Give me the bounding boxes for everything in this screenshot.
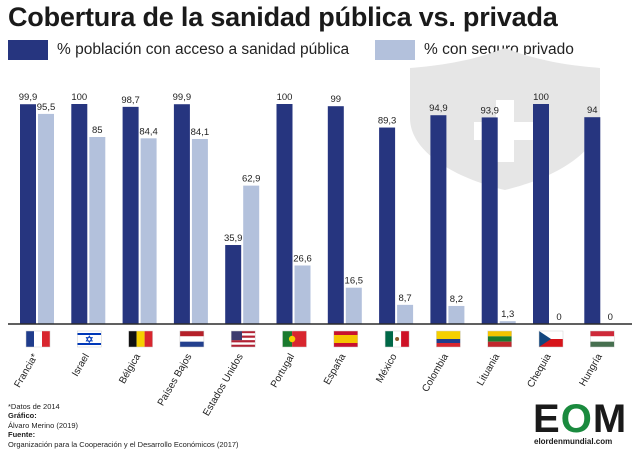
data-label: 16,5	[345, 276, 364, 287]
data-label: 99,9	[173, 92, 192, 103]
belgium-flag-icon	[128, 330, 153, 348]
data-label: 94,9	[429, 103, 448, 114]
data-label: 8,7	[398, 293, 411, 304]
bar-private	[397, 304, 414, 324]
data-label: 8,2	[450, 294, 463, 305]
x-tick-label: Portugal	[269, 352, 297, 390]
x-tick-label: Lituania	[475, 352, 502, 388]
x-tick-label: España	[322, 352, 349, 387]
plus-icon	[474, 100, 536, 162]
logo-letter-o: O	[560, 397, 593, 441]
x-tick-label: Hungría	[578, 352, 606, 389]
data-label: 100	[71, 92, 87, 103]
data-label: 84,4	[139, 126, 158, 137]
israel-flag-icon	[77, 330, 102, 348]
colombia-flag-icon	[436, 330, 461, 348]
bar-public	[430, 115, 447, 324]
bar-private	[38, 113, 54, 325]
legend-swatch-private	[375, 40, 415, 60]
data-label: 84,1	[191, 127, 210, 138]
bars-layer: 99,995,51008598,784,499,984,135,962,9100…	[19, 92, 613, 325]
bar-public	[71, 104, 88, 324]
bar-public	[584, 117, 601, 324]
data-label: 99,9	[19, 92, 38, 103]
bar-private	[499, 321, 516, 324]
logo-letter-e: E	[533, 397, 561, 441]
bar-private	[345, 287, 362, 324]
logo-letter-m: M	[592, 397, 628, 441]
data-label: 0	[556, 312, 561, 323]
x-tick-label: Israel	[70, 352, 92, 379]
data-label: 95,5	[37, 102, 56, 113]
france-flag-icon	[25, 330, 51, 348]
data-label: 0	[608, 312, 613, 323]
x-tick-label: Chequia	[525, 352, 553, 390]
chart-notes: *Datos de 2014 Gráfico: Álvaro Merino (2…	[8, 402, 239, 449]
data-label: 62,9	[242, 174, 261, 185]
bar-private	[243, 185, 260, 324]
x-tick-label: Francia*	[12, 352, 40, 390]
x-tick-label: México	[374, 352, 400, 385]
hungary-flag-icon	[590, 330, 615, 348]
data-label: 1,3	[501, 309, 514, 320]
data-label: 85	[92, 125, 103, 136]
bar-private	[89, 137, 106, 324]
bar-public	[20, 104, 36, 324]
fuente-value: Organización para la Cooperación y el De…	[8, 439, 239, 449]
bar-private	[140, 138, 157, 324]
background-layer	[410, 48, 600, 190]
eom-logo: EOM	[533, 397, 627, 442]
data-label: 89,3	[378, 116, 397, 127]
x-tick-label: Países Bajos	[156, 352, 195, 408]
portugal-flag-icon	[282, 330, 307, 348]
footnote: *Datos de 2014	[8, 402, 60, 411]
chart-title: Cobertura de la sanidad pública vs. priv…	[8, 2, 558, 32]
grafico-value: Álvaro Merino (2019)	[8, 420, 79, 430]
bar-private	[294, 265, 311, 324]
data-label: 100	[277, 92, 293, 103]
legend-swatch-public	[8, 40, 48, 60]
bar-public	[225, 245, 242, 324]
legend-private: % con seguro privado	[375, 40, 574, 60]
x-tick-label: Bélgica	[117, 352, 143, 386]
flags-layer	[25, 330, 615, 348]
bar-public	[533, 104, 549, 324]
bar-private	[191, 138, 208, 324]
bar-public	[276, 104, 293, 324]
fuente-label: Fuente:	[8, 430, 36, 440]
netherlands-flag-icon	[179, 330, 205, 348]
bar-public	[327, 106, 344, 324]
x-tick-label: Colombia	[420, 352, 451, 394]
data-label: 100	[533, 92, 549, 103]
grafico-label: Gráfico:	[8, 411, 37, 421]
data-label: 26,6	[293, 253, 312, 264]
legend-label-public: % población con acceso a sanidad pública	[57, 41, 350, 58]
usa-flag-icon	[230, 330, 256, 348]
logo-url: elordenmundial.com	[534, 437, 613, 446]
bar-public	[379, 127, 396, 324]
legend-public: % población con acceso a sanidad pública	[8, 40, 349, 60]
data-label: 35,9	[224, 233, 243, 244]
data-label: 93,9	[480, 105, 499, 116]
bar-public	[122, 106, 139, 324]
bar-public	[173, 104, 190, 324]
data-label: 99	[331, 94, 342, 105]
bar-public	[481, 117, 498, 324]
data-label: 94	[587, 105, 598, 116]
mexico-flag-icon	[384, 330, 410, 348]
data-label: 98,7	[121, 95, 140, 106]
czechia-flag-icon	[538, 330, 564, 348]
spain-flag-icon	[333, 330, 359, 348]
bar-private	[448, 305, 465, 324]
lithuania-flag-icon	[487, 330, 512, 348]
legend-label-private: % con seguro privado	[424, 41, 574, 58]
